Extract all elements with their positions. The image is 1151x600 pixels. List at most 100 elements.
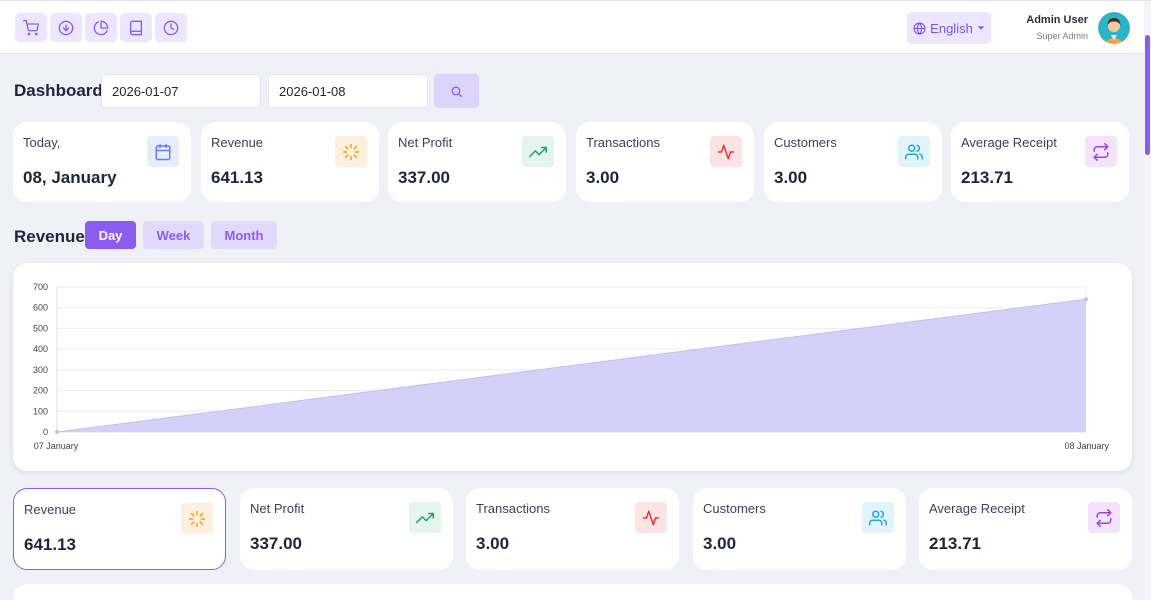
- top-bar: English Admin User Super Admin: [0, 0, 1151, 54]
- users-icon: [905, 144, 923, 159]
- search-button[interactable]: [434, 74, 479, 108]
- summary-card-today: Today, 08, January: [13, 122, 191, 202]
- users-icon: [869, 510, 887, 525]
- chart-y-tick-label: 500: [33, 323, 48, 333]
- chart-y-tick-label: 400: [33, 344, 48, 354]
- chart-y-tick-label: 600: [33, 303, 48, 313]
- date-from-input[interactable]: [101, 74, 261, 108]
- summary-card-label: Net Profit: [398, 135, 453, 150]
- metric-card-value: 3.00: [703, 534, 737, 553]
- metric-card-label: Customers: [703, 501, 766, 516]
- summary-card-label: Customers: [774, 135, 837, 150]
- metric-card-average-receipt[interactable]: Average Receipt 213.71: [919, 488, 1132, 570]
- download-button[interactable]: [50, 13, 82, 42]
- summary-card-value: 08, January: [23, 168, 117, 187]
- summary-card-icon-box: [335, 136, 367, 167]
- summary-card-label: Today,: [23, 135, 61, 150]
- summary-card-value: 3.00: [774, 168, 808, 187]
- calendar-icon: [155, 143, 171, 160]
- activity-icon: [717, 144, 735, 159]
- metric-card-icon-box: [409, 502, 441, 533]
- repeat-icon: [1093, 142, 1109, 161]
- metric-card-net-profit[interactable]: Net Profit 337.00: [240, 488, 453, 570]
- metric-card-value: 213.71: [929, 534, 981, 553]
- chart-data-point: [55, 430, 59, 434]
- summary-card-value: 337.00: [398, 168, 450, 187]
- loader-icon: [342, 143, 360, 160]
- user-name[interactable]: Admin User: [1026, 14, 1088, 26]
- metric-card-label: Net Profit: [250, 501, 305, 516]
- summary-card-value: 213.71: [961, 168, 1013, 187]
- revenue-chart-svg: 0 100 200 300 400 500 600 700 07 January 08 Janua…: [33, 282, 1110, 451]
- chart-x-tick-label: 07 January: [34, 441, 79, 451]
- activity-icon: [642, 510, 660, 525]
- summary-card-average-receipt: Average Receipt 213.71: [951, 122, 1129, 202]
- user-avatar-icon: [1098, 12, 1130, 44]
- summary-card-icon-box: [710, 136, 742, 167]
- cart-icon: [23, 19, 39, 35]
- summary-card-transactions: Transactions 3.00: [576, 122, 754, 202]
- chart-y-tick-label: 0: [43, 427, 48, 437]
- metric-card-value: 641.13: [24, 535, 76, 554]
- chart-x-tick-label: 08 January: [1064, 441, 1109, 451]
- metric-card-value: 3.00: [476, 534, 510, 553]
- revenue-chart: 0 100 200 300 400 500 600 700 07 January 08 Janua…: [13, 263, 1132, 471]
- scrollbar-thumb[interactable]: [1145, 35, 1150, 155]
- repeat-icon: [1096, 508, 1112, 527]
- book-icon: [130, 20, 142, 35]
- cart-button[interactable]: [15, 13, 47, 42]
- search-icon: [451, 86, 463, 97]
- trending-up-icon: [416, 512, 434, 523]
- summary-card-label: Average Receipt: [961, 135, 1057, 150]
- metric-card-icon-box: [635, 502, 667, 533]
- tab-day[interactable]: Day: [85, 221, 136, 249]
- summary-card-label: Transactions: [586, 135, 660, 150]
- chart-y-tick-label: 300: [33, 365, 48, 375]
- chart-series-line: [56, 298, 1087, 433]
- summary-card-label: Revenue: [211, 135, 264, 150]
- pie-chart-icon: [93, 20, 109, 35]
- metric-card-label: Revenue: [24, 502, 77, 517]
- metric-card-label: Average Receipt: [929, 501, 1025, 516]
- summary-card-icon-box: [898, 136, 930, 167]
- history-button[interactable]: [155, 13, 187, 42]
- summary-card-value: 3.00: [586, 168, 620, 187]
- metric-card-label: Transactions: [476, 501, 550, 516]
- caret-down-icon: [977, 26, 985, 30]
- metric-card-icon-box: [1088, 502, 1120, 533]
- summary-card-revenue: Revenue 641.13: [201, 122, 379, 202]
- chart-y-tick-label: 100: [33, 406, 48, 416]
- metric-card-value: 337.00: [250, 534, 302, 553]
- chart-data-point: [1084, 297, 1088, 302]
- reports-button[interactable]: [85, 13, 117, 42]
- tab-week[interactable]: Week: [143, 221, 204, 249]
- clock-icon: [163, 20, 179, 35]
- metric-card-revenue[interactable]: Revenue 641.13: [13, 488, 226, 570]
- chart-y-tick-label: 200: [33, 386, 48, 396]
- avatar[interactable]: [1098, 12, 1130, 44]
- chart-y-tick-label: 700: [33, 282, 48, 292]
- summary-card-net-profit: Net Profit 337.00: [388, 122, 566, 202]
- page-title: Dashboard: [14, 81, 103, 100]
- summary-card-icon-box: [1085, 136, 1117, 167]
- metric-card-customers[interactable]: Customers 3.00: [693, 488, 906, 570]
- summary-card-value: 641.13: [211, 168, 263, 187]
- summary-card-icon-box: [147, 136, 179, 167]
- chart-area-fill: [57, 299, 1086, 432]
- language-label: English: [930, 20, 973, 36]
- tab-month[interactable]: Month: [211, 221, 277, 249]
- date-to-input[interactable]: [268, 74, 428, 108]
- download-icon: [58, 20, 74, 35]
- metric-card-icon-box: [862, 502, 894, 533]
- summary-card-icon-box: [522, 136, 554, 167]
- language-selector[interactable]: English: [907, 12, 991, 44]
- user-role: Super Admin: [1036, 31, 1088, 41]
- metric-card-transactions[interactable]: Transactions 3.00: [466, 488, 679, 570]
- trending-up-icon: [529, 146, 547, 157]
- page-scrollbar[interactable]: [1144, 1, 1151, 600]
- summary-card-customers: Customers 3.00: [764, 122, 942, 202]
- catalog-button[interactable]: [120, 13, 152, 42]
- details-panel: [13, 584, 1132, 600]
- revenue-section-title: Revenue: [14, 227, 85, 246]
- loader-icon: [188, 510, 206, 527]
